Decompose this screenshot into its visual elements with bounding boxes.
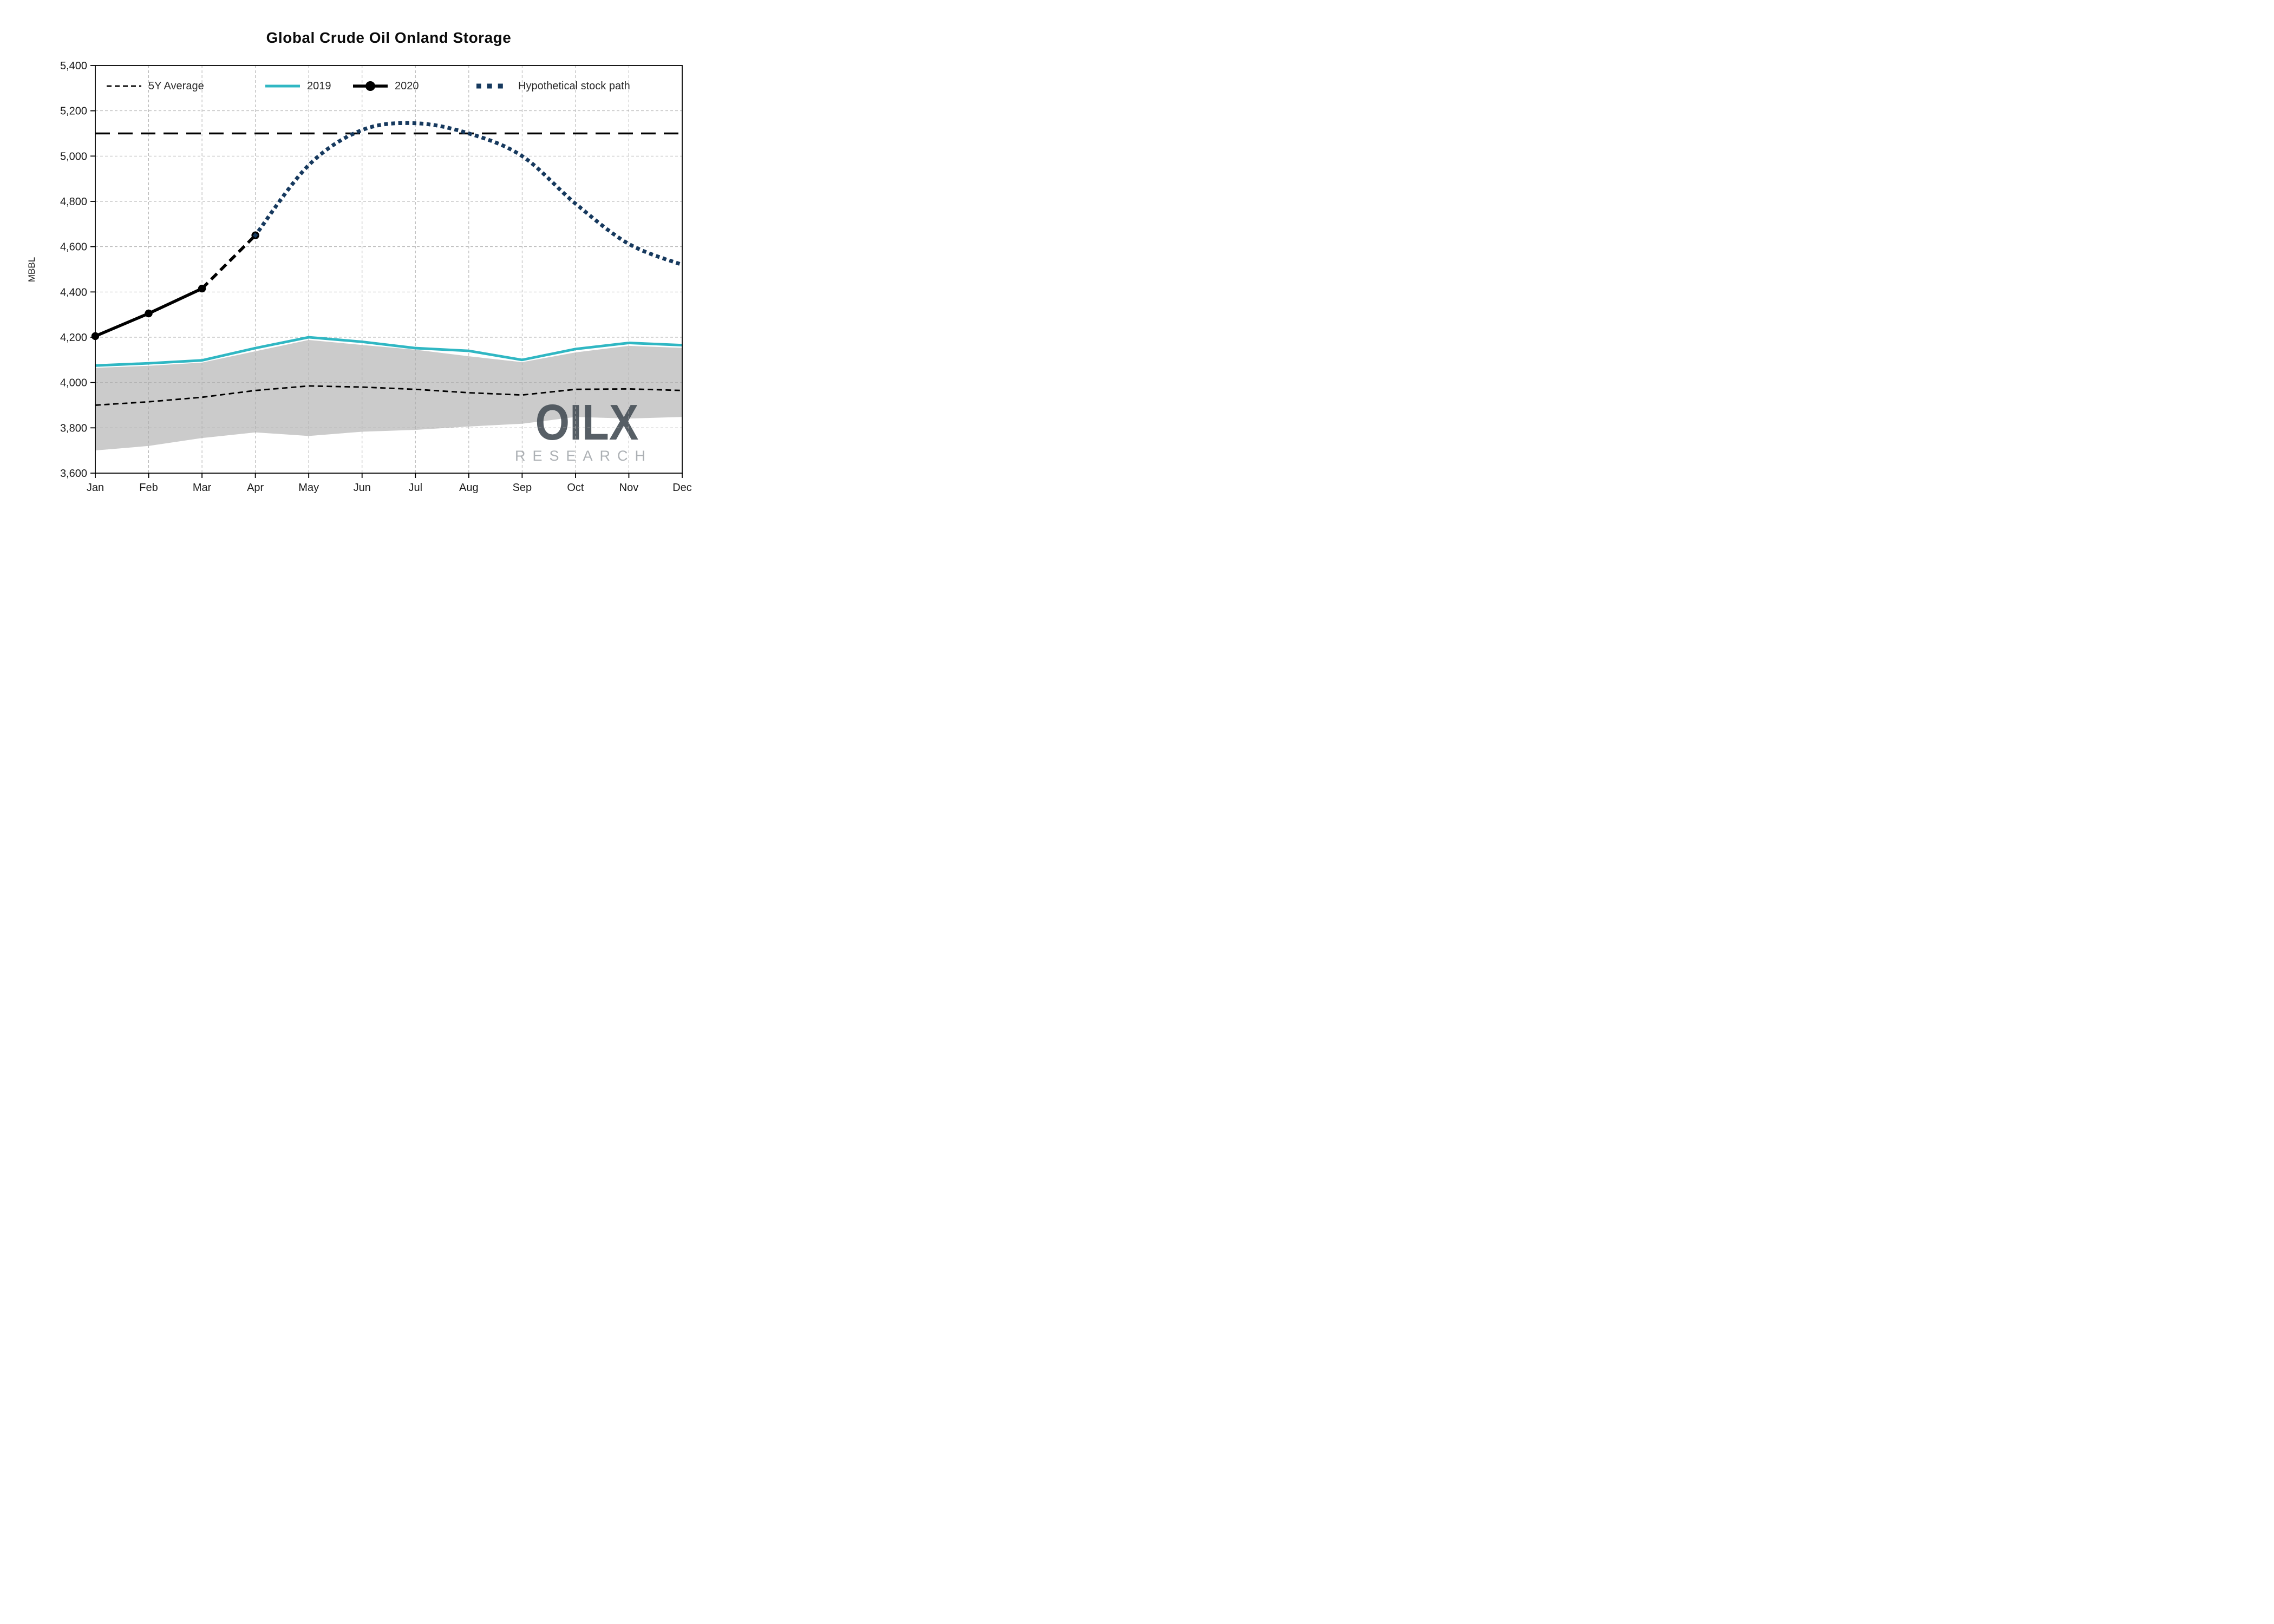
x-tick-label: Oct (567, 482, 584, 494)
y-tick-label: 3,800 (60, 422, 87, 434)
legend-swatch-5y-average (107, 85, 141, 87)
y-tick-label: 4,800 (60, 196, 87, 208)
x-tick-label: May (298, 482, 319, 494)
y-tick-label: 4,000 (60, 377, 87, 389)
legend-item-hypothetical-stock-path: Hypothetical stock path (476, 76, 630, 96)
x-tick-label: Sep (513, 482, 532, 494)
legend-item-5y-average: 5Y Average (107, 76, 204, 96)
y-tick-label: 5,200 (60, 106, 87, 117)
legend-label: Hypothetical stock path (518, 80, 630, 92)
chart-legend: 5Y Average 2019 2020 Hypothetical stock pat… (0, 76, 758, 96)
chart-figure: Global Crude Oil Onland Storage MBBL 5Y … (0, 0, 758, 541)
x-tick-label: Mar (193, 482, 212, 494)
y-axis-label: MBBL (27, 257, 37, 283)
chart-plot-area: OILX RESEARCH 3,600 3,800 4,000 4,200 4,400 4… (60, 60, 692, 494)
legend-swatch-hypothetical-stock-path (476, 83, 511, 89)
y-tick-label: 5,000 (60, 150, 87, 162)
legend-swatch-2020 (353, 81, 388, 91)
chart-title: Global Crude Oil Onland Storage (266, 29, 512, 46)
legend-swatch-2019 (265, 84, 300, 88)
watermark-subtitle: RESEARCH (515, 448, 652, 464)
y-tick-label: 5,400 (60, 60, 87, 72)
x-tick-label: Feb (139, 482, 158, 494)
y-tick-label: 3,600 (60, 468, 87, 480)
legend-label: 2020 (395, 80, 419, 92)
legend-label: 5Y Average (148, 80, 204, 92)
y-tick-label: 4,400 (60, 286, 87, 298)
x-tick-label: Nov (619, 482, 639, 494)
x-tick-label: Jul (408, 482, 422, 494)
x-tick-label: Apr (247, 482, 264, 494)
watermark-logo: OILX (535, 394, 639, 450)
legend-label: 2019 (307, 80, 331, 92)
x-tick-label: Jun (354, 482, 371, 494)
y-tick-label: 4,200 (60, 332, 87, 344)
y-tick-label: 4,600 (60, 241, 87, 253)
x-tick-label: Aug (459, 482, 479, 494)
axes-and-ticks: 3,600 3,800 4,000 4,200 4,400 4,600 4,800 5,000… (60, 60, 692, 494)
x-tick-label: Dec (672, 482, 692, 494)
five-year-range-band (95, 340, 682, 451)
legend-item-2019: 2019 (265, 76, 331, 96)
x-tick-label: Jan (87, 482, 104, 494)
legend-item-2020: 2020 (353, 76, 419, 96)
